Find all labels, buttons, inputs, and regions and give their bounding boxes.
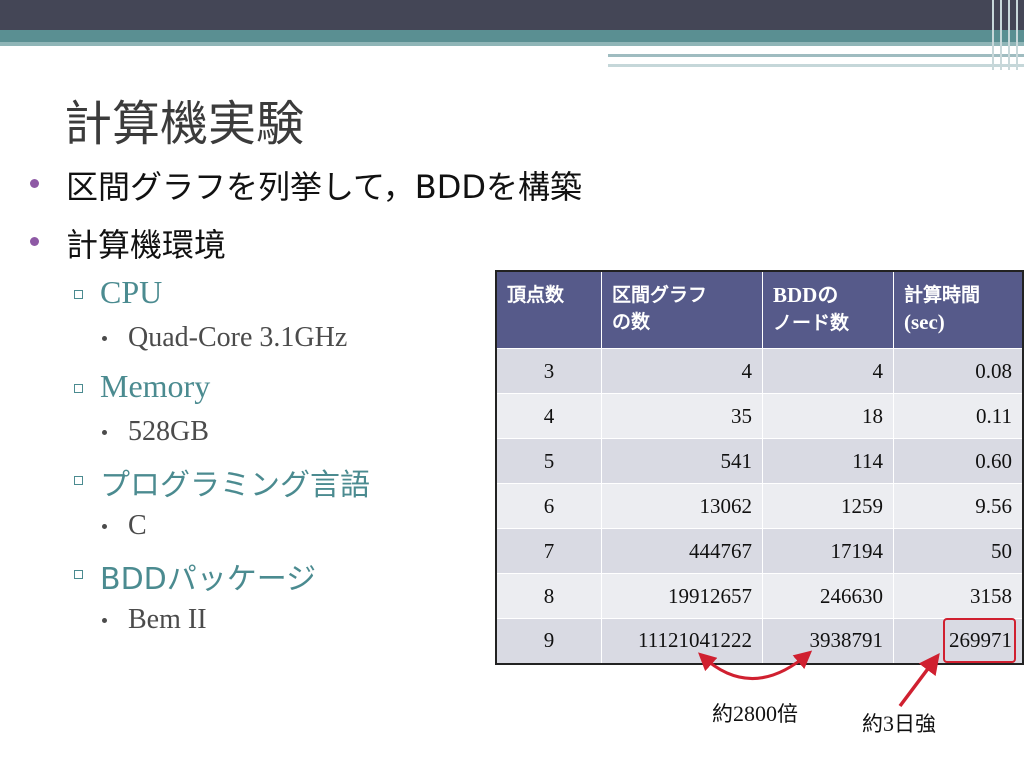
header-text: 計算時間 bbox=[904, 284, 981, 306]
cell-time: 3158 bbox=[893, 573, 1024, 619]
square-bullet-icon bbox=[74, 384, 83, 393]
cell-vertices: 9 bbox=[495, 618, 602, 664]
cell-nodes: 18 bbox=[762, 393, 894, 439]
env-value: Bem II bbox=[128, 604, 207, 635]
cell-graphs: 4 bbox=[601, 348, 763, 394]
cell-time: 9.56 bbox=[893, 483, 1024, 529]
cell-vertices: 7 bbox=[495, 528, 602, 574]
header-vertices: 頂点数 bbox=[495, 270, 602, 349]
ratio-annotation: 約2800倍 bbox=[712, 698, 798, 728]
deco-vertical bbox=[1000, 0, 1002, 70]
deco-vertical bbox=[992, 0, 994, 70]
cell-graphs: 19912657 bbox=[601, 573, 763, 619]
bullet-dot-icon bbox=[30, 179, 39, 188]
cell-nodes: 17194 bbox=[762, 528, 894, 574]
annotation-text: 倍 bbox=[777, 702, 798, 726]
middle-dot-icon bbox=[102, 618, 107, 623]
header-compute-time: 計算時間 (sec) bbox=[893, 270, 1024, 349]
deco-vertical bbox=[1008, 0, 1010, 70]
cell-vertices: 5 bbox=[495, 438, 602, 484]
middle-dot-icon bbox=[102, 336, 107, 341]
bullet-text: 区間グラフを列挙して，BDDを構築 bbox=[66, 168, 583, 206]
cell-graphs: 541 bbox=[601, 438, 763, 484]
cell-nodes: 4 bbox=[762, 348, 894, 394]
annotation-number: 3 bbox=[883, 711, 894, 736]
cell-time: 0.60 bbox=[893, 438, 1024, 484]
deco-line bbox=[608, 64, 1024, 67]
deco-vertical bbox=[1016, 0, 1018, 70]
bullet-text: 計算機環境 bbox=[66, 226, 227, 264]
table-row: 5 541 114 0.60 bbox=[495, 438, 1024, 484]
env-label: Memory bbox=[100, 368, 211, 404]
header-text: ノード数 bbox=[773, 312, 850, 334]
annotation-text: 日強 bbox=[894, 712, 936, 736]
annotation-text: 約 bbox=[712, 702, 733, 726]
highlighted-time: 269971 bbox=[943, 618, 1016, 664]
header-text: 頂点数 bbox=[507, 284, 565, 306]
results-table: 頂点数 区間グラフ の数 BDDの ノード数 計算時間 (sec) 3 4 4 … bbox=[495, 270, 1024, 665]
env-value: 528GB bbox=[128, 416, 209, 447]
cell-vertices: 6 bbox=[495, 483, 602, 529]
header-text: の数 bbox=[612, 311, 651, 333]
header-text: (sec) bbox=[904, 310, 945, 334]
cell-graphs: 444767 bbox=[601, 528, 763, 574]
env-value: Quad-Core 3.1GHz bbox=[128, 322, 348, 353]
env-label: BDDパッケージ bbox=[100, 562, 317, 597]
annotation-text: 約 bbox=[862, 712, 883, 736]
cell-graphs: 13062 bbox=[601, 483, 763, 529]
deco-line bbox=[608, 54, 1024, 57]
env-label: CPU bbox=[100, 274, 163, 310]
middle-dot-icon bbox=[102, 524, 107, 529]
middle-dot-icon bbox=[102, 430, 107, 435]
cell-nodes: 246630 bbox=[762, 573, 894, 619]
cell-nodes: 1259 bbox=[762, 483, 894, 529]
slide-title: 計算機実験 bbox=[64, 96, 305, 152]
cell-time: 0.11 bbox=[893, 393, 1024, 439]
ratio-arrow-icon bbox=[698, 650, 813, 680]
cell-time: 0.08 bbox=[893, 348, 1024, 394]
square-bullet-icon bbox=[74, 476, 83, 485]
table-row: 9 11121041222 3938791 269971 bbox=[495, 618, 1024, 664]
bullet-dot-icon bbox=[30, 237, 39, 246]
env-value: C bbox=[128, 510, 147, 541]
table-row: 8 19912657 246630 3158 bbox=[495, 573, 1024, 619]
table-row: 7 444767 17194 50 bbox=[495, 528, 1024, 574]
square-bullet-icon bbox=[74, 570, 83, 579]
time-annotation: 約3日強 bbox=[862, 708, 936, 738]
table-row: 4 35 18 0.11 bbox=[495, 393, 1024, 439]
annotation-number: 2800 bbox=[733, 701, 777, 726]
header-bdd-nodes: BDDの ノード数 bbox=[762, 270, 894, 349]
header-text: BDDの bbox=[773, 283, 839, 307]
cell-time: 269971 bbox=[893, 618, 1024, 664]
header-text: 区間グラフ bbox=[612, 284, 708, 306]
square-bullet-icon bbox=[74, 290, 83, 299]
cell-vertices: 8 bbox=[495, 573, 602, 619]
teal-band bbox=[0, 30, 1024, 42]
top-banner bbox=[0, 0, 1024, 30]
env-label: プログラミング言語 bbox=[100, 468, 370, 503]
teal-thin-band bbox=[0, 42, 1024, 46]
time-arrow-icon bbox=[898, 652, 940, 708]
cell-vertices: 4 bbox=[495, 393, 602, 439]
cell-graphs: 35 bbox=[601, 393, 763, 439]
table-row: 6 13062 1259 9.56 bbox=[495, 483, 1024, 529]
